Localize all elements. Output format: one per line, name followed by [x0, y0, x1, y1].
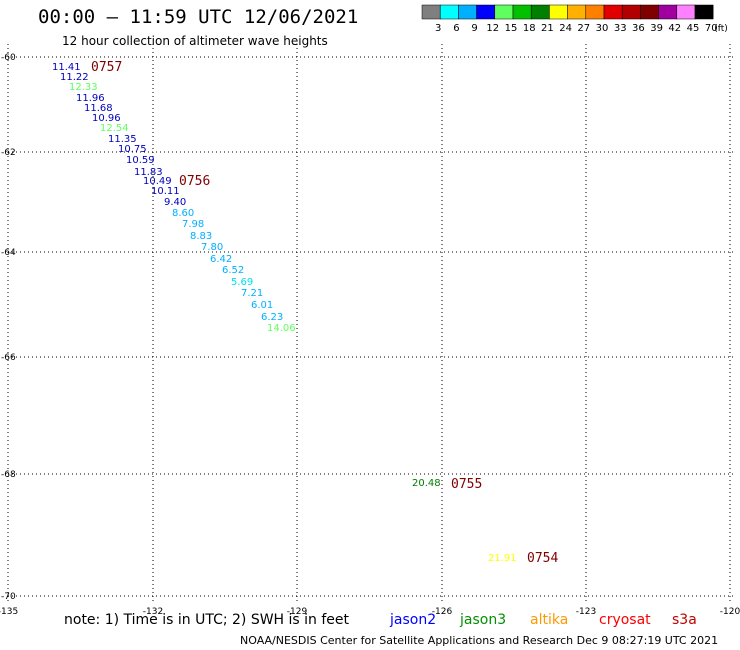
wave-height-label: 10.49: [143, 176, 172, 187]
longitude-tick-label: -126: [432, 607, 453, 617]
latitude-tick-label: -66: [1, 353, 16, 363]
pass-time-label: 0757: [91, 60, 122, 75]
latitude-tick-label: -70: [1, 592, 16, 602]
wave-height-observations: 11.4111.2212.3311.9611.6810.9612.5411.35…: [52, 62, 517, 564]
pass-time-labels: 0757 0756 0755 0754: [91, 60, 558, 566]
scale-tick-label: 9: [471, 23, 477, 34]
wave-height-label: 6.52: [222, 265, 244, 276]
scale-tick-label: 24: [559, 23, 572, 34]
wave-height-label: 6.23: [261, 312, 283, 323]
scale-tick-label: 27: [577, 23, 590, 34]
scale-tick-label: 3: [435, 23, 441, 34]
scale-tick-label: 70: [705, 23, 718, 34]
scale-tick-label: 6: [453, 23, 459, 34]
wave-height-label: 11.35: [108, 134, 137, 145]
pass-time-label: 0754: [527, 551, 558, 566]
page-subtitle: 12 hour collection of altimeter wave hei…: [62, 34, 328, 48]
wave-height-label: 14.06: [267, 323, 296, 334]
scale-tick-label: 21: [541, 23, 554, 34]
wave-height-label: 20.48: [412, 478, 441, 489]
pass-time-label: 0755: [451, 477, 482, 492]
wave-height-label: 11.41: [52, 62, 81, 73]
wave-height-label: 12.33: [69, 82, 98, 93]
pass-time-label: 0756: [179, 174, 210, 189]
wave-height-label: 11.22: [60, 72, 89, 83]
satellite-jason3: jason3: [460, 612, 507, 628]
wave-height-label: 6.01: [251, 300, 273, 311]
wave-height-label: 10.59: [126, 155, 155, 166]
wave-height-color-scale: 3 6 9 12 15 18 21 24 27 30 33 36 39 42 45 70(ft): [421, 4, 728, 34]
wave-height-label: 10.75: [118, 144, 147, 155]
wave-height-label: 21.91: [488, 553, 517, 564]
longitude-tick-label: -123: [576, 607, 596, 617]
satellite-jason2: jason2: [390, 612, 437, 628]
wave-height-label: 8.60: [172, 208, 194, 219]
latitude-tick-label: -60: [1, 53, 16, 63]
wave-height-label: 11.83: [134, 167, 163, 178]
scale-tick-label: 45: [687, 23, 700, 34]
wave-height-label: 11.96: [76, 93, 105, 104]
satellite-altika: altika: [530, 612, 569, 628]
units-note: note: 1) Time is in UTC; 2) SWH is in fe…: [64, 612, 350, 628]
scale-tick-label: 36: [632, 23, 645, 34]
wave-height-label: 5.69: [231, 277, 253, 288]
latitude-tick-label: -68: [1, 470, 16, 480]
wave-height-label: 12.54: [100, 123, 129, 134]
satellite-cryosat: cryosat: [599, 612, 651, 628]
graticule: [7, 44, 736, 604]
wave-height-label: 10.96: [92, 113, 121, 124]
longitude-tick-label: -132: [143, 607, 163, 617]
wave-height-label: 7.80: [201, 242, 223, 253]
wave-height-label: 11.68: [84, 103, 113, 114]
latitude-tick-label: -64: [1, 248, 16, 258]
scale-tick-label: 39: [650, 23, 663, 34]
scale-tick-label: 30: [596, 23, 609, 34]
scale-tick-label: 42: [668, 23, 681, 34]
wave-height-label: 8.83: [190, 231, 212, 242]
satellite-s3a: s3a: [672, 612, 697, 628]
wave-height-label: 10.11: [151, 186, 180, 197]
wave-height-label: 9.40: [164, 197, 186, 208]
page-title: 00:00 – 11:59 UTC 12/06/2021: [38, 6, 359, 28]
scale-unit-label: (ft): [714, 24, 728, 34]
scale-tick-label: 18: [523, 23, 536, 34]
footer-credit: NOAA/NESDIS Center for Satellite Applica…: [240, 634, 719, 647]
wave-height-label: 6.42: [210, 254, 232, 265]
scale-swatch: [694, 4, 714, 20]
scale-tick-label: 33: [614, 23, 627, 34]
wave-height-label: 7.21: [241, 288, 263, 299]
scale-tick-label: 15: [505, 23, 518, 34]
latitude-tick-label: -62: [1, 148, 16, 158]
longitude-tick-label: -135: [0, 607, 18, 617]
wave-height-label: 7.98: [182, 219, 204, 230]
longitude-tick-label: -120: [720, 607, 740, 617]
scale-tick-label: 12: [486, 23, 499, 34]
longitude-tick-label: -129: [287, 607, 308, 617]
